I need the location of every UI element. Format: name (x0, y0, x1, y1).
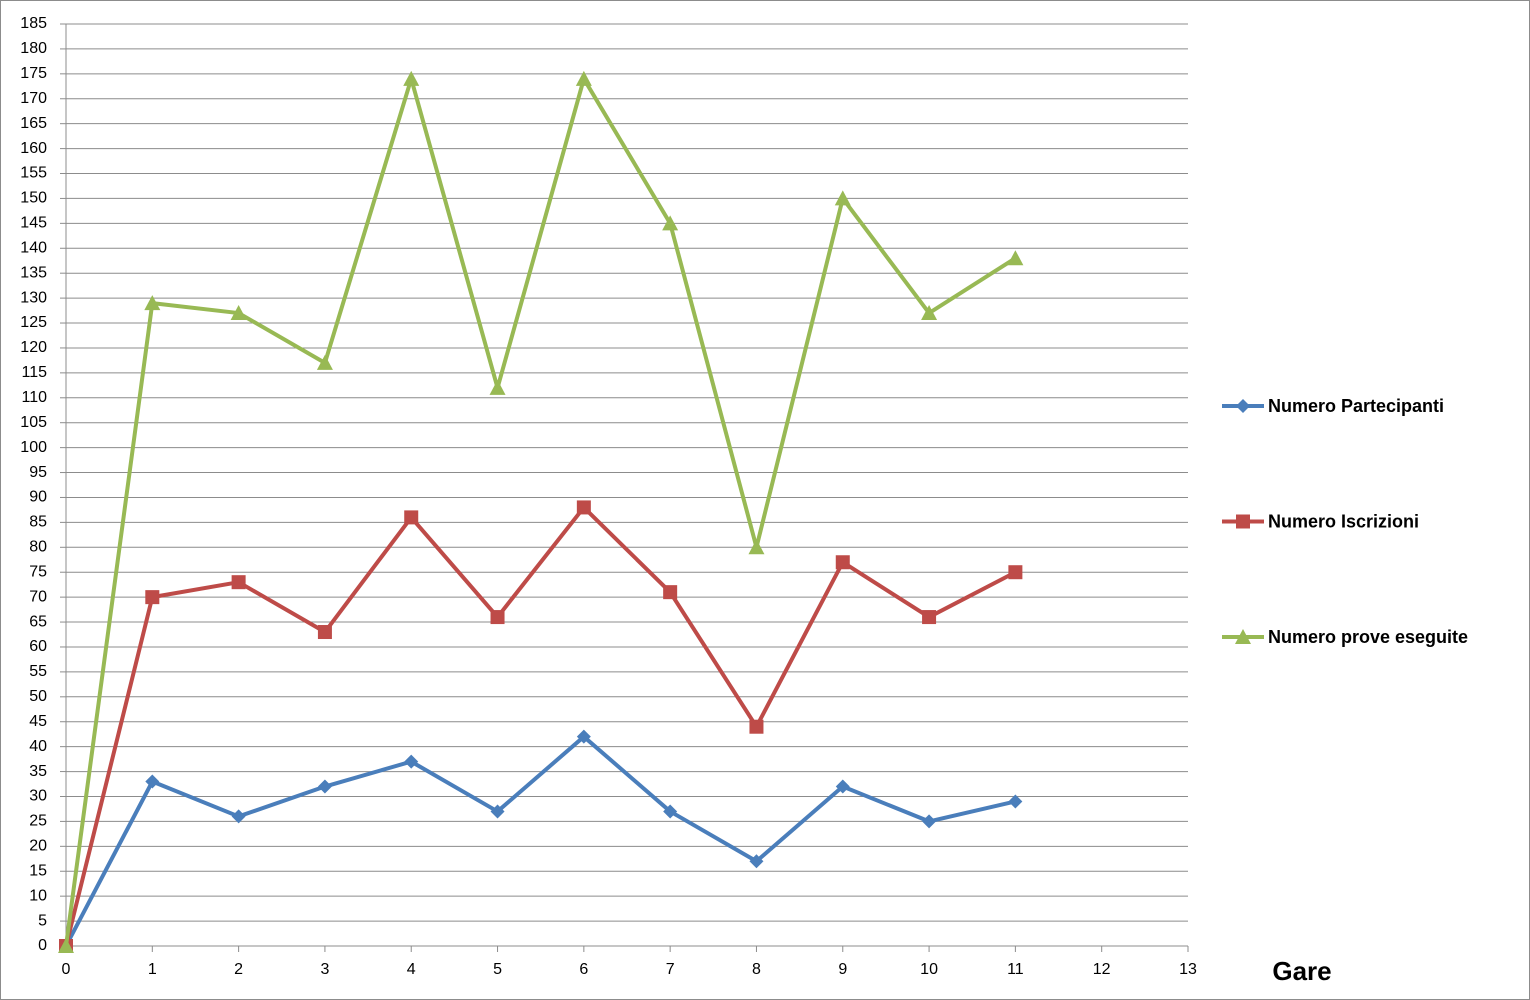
y-tick-label: 115 (21, 364, 47, 381)
y-tick-label: 75 (29, 563, 47, 580)
x-tick-label: 7 (666, 961, 675, 978)
data-point (575, 70, 592, 86)
y-tick-label: 110 (21, 389, 47, 406)
y-tick-label: 100 (20, 439, 47, 456)
data-point (835, 555, 850, 570)
data-point (316, 354, 333, 370)
y-tick-label: 130 (20, 289, 47, 306)
y-tick-label: 25 (29, 813, 47, 830)
data-point (1007, 250, 1024, 266)
data-point (576, 500, 591, 515)
y-tick-label: 40 (29, 738, 47, 755)
data-point (749, 854, 764, 869)
data-point (317, 625, 332, 640)
y-tick-label: 0 (38, 937, 47, 954)
data-point (144, 295, 161, 311)
y-tick-label: 85 (29, 514, 47, 531)
y-tick-label: 150 (20, 190, 47, 207)
x-tick-label: 8 (752, 961, 761, 978)
y-tick-label: 140 (20, 239, 47, 256)
y-tick-label: 170 (20, 90, 47, 107)
data-point (490, 804, 505, 819)
data-point (403, 70, 420, 86)
legend-label: Numero prove eseguite (1268, 627, 1468, 647)
y-tick-label: 120 (20, 339, 47, 356)
data-point (230, 305, 247, 321)
data-point (834, 190, 851, 206)
data-point (663, 804, 678, 819)
y-tick-label: 125 (20, 314, 47, 331)
data-point (317, 779, 332, 794)
data-point (489, 379, 506, 395)
y-tick-label: 20 (29, 838, 47, 855)
y-tick-label: 145 (20, 215, 47, 232)
x-axis-label: Gare (1272, 956, 1331, 986)
y-tick-label: 5 (38, 912, 47, 929)
series-line (64, 734, 1016, 947)
data-point (490, 610, 505, 625)
x-tick-label: 2 (234, 961, 243, 978)
x-tick-label: 10 (920, 961, 938, 978)
y-tick-label: 95 (29, 464, 47, 481)
data-point (1008, 794, 1023, 809)
y-tick-label: 105 (20, 414, 47, 431)
y-tick-label: 55 (29, 663, 47, 680)
data-point (921, 305, 938, 321)
data-point (1008, 565, 1023, 580)
data-point (922, 610, 937, 625)
data-point (231, 575, 246, 590)
x-tick-label: 4 (407, 961, 416, 978)
x-tick-label: 1 (148, 961, 157, 978)
data-point (58, 938, 74, 953)
x-tick-label: 3 (320, 961, 329, 978)
y-tick-label: 155 (20, 165, 47, 182)
data-point (145, 774, 160, 789)
y-tick-label: 90 (29, 489, 47, 506)
data-point (922, 814, 937, 829)
y-tick-label: 15 (29, 862, 47, 879)
data-point (748, 539, 765, 555)
y-tick-label: 60 (29, 638, 47, 655)
data-point (404, 510, 419, 525)
x-tick-label: 5 (493, 961, 502, 978)
data-point (663, 585, 678, 600)
x-tick-label: 11 (1007, 961, 1024, 978)
y-tick-label: 65 (29, 613, 47, 630)
x-tick-label: 6 (579, 961, 588, 978)
data-point (835, 779, 850, 794)
y-tick-label: 50 (29, 688, 47, 705)
y-tick-label: 70 (29, 588, 47, 605)
y-tick-label: 45 (29, 713, 47, 730)
x-tick-label: 13 (1179, 961, 1197, 978)
series-line (64, 76, 1017, 947)
data-point (662, 215, 679, 231)
legend-label: Numero Iscrizioni (1268, 511, 1419, 531)
y-tick-label: 165 (20, 115, 47, 132)
y-tick-label: 160 (20, 140, 47, 157)
legend-marker (1236, 514, 1250, 529)
x-tick-label: 9 (838, 961, 847, 978)
data-point (145, 590, 160, 605)
y-tick-label: 135 (20, 264, 47, 281)
y-tick-label: 175 (20, 65, 47, 82)
y-tick-label: 30 (29, 788, 47, 805)
y-tick-label: 35 (29, 763, 47, 780)
x-tick-label: 12 (1093, 961, 1111, 978)
legend-label: Numero Partecipanti (1268, 396, 1444, 416)
data-point (576, 729, 591, 744)
data-point (404, 754, 419, 769)
legend-marker (1236, 399, 1250, 413)
data-point (749, 719, 764, 734)
series-line (64, 505, 1017, 947)
y-tick-label: 10 (29, 887, 47, 904)
x-tick-label: 0 (62, 961, 71, 978)
y-tick-label: 180 (20, 40, 47, 57)
y-tick-label: 185 (20, 15, 47, 32)
y-tick-label: 80 (29, 539, 47, 556)
data-point (231, 809, 246, 824)
legend-marker (1235, 629, 1251, 644)
